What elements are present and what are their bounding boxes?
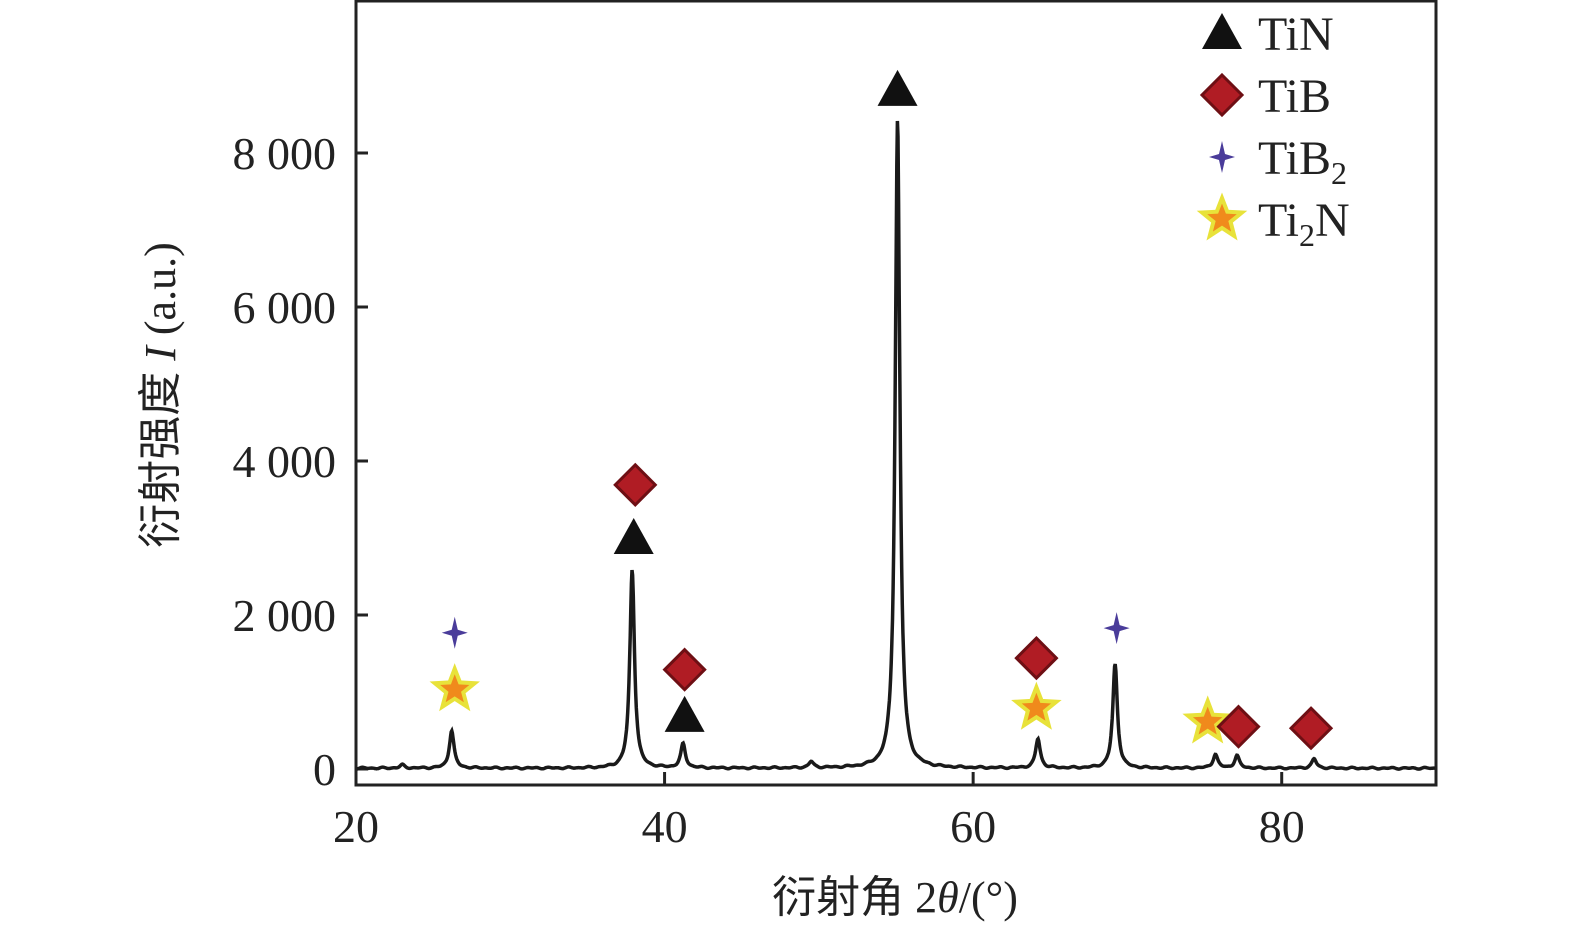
legend-triangle-icon (1202, 13, 1242, 49)
triangle-marker-tin (664, 695, 705, 732)
legend-label-subscript: 2 (1299, 217, 1315, 253)
triangle-marker-tin (877, 69, 918, 106)
legend-label-base: TiB (1258, 70, 1331, 123)
diamond-marker-tib (1014, 635, 1059, 681)
x-axis-label: 衍射角 2θ/(°) (772, 873, 1018, 922)
legend-label-tin: TiN (1258, 8, 1334, 61)
diamond-marker-tib (1288, 706, 1334, 751)
x-tick-label: 40 (642, 801, 688, 852)
diamond-marker-tib (1216, 704, 1261, 749)
diamond-marker-tib (662, 647, 707, 692)
legend-diamond-icon (1199, 72, 1245, 118)
star-marker-ti2n (1011, 681, 1062, 730)
legend-label-base: TiN (1258, 8, 1334, 61)
legend-star-icon (1196, 192, 1248, 241)
legend-label-subscript: 2 (1331, 155, 1347, 191)
x-tick-label: 60 (950, 801, 996, 852)
x-tick-label: 80 (1259, 801, 1305, 852)
legend-plus-icon (1209, 141, 1235, 173)
y-tick-label: 6 000 (233, 282, 337, 333)
triangle-marker-tin (613, 518, 654, 554)
y-tick-label: 2 000 (233, 590, 337, 641)
legend-label-ti2n: Ti2N (1258, 194, 1350, 253)
diamond-marker-tib (613, 462, 658, 507)
legend-label-tail: N (1315, 194, 1350, 247)
plus-marker-tib2 (441, 616, 468, 649)
legend-label-base: TiB (1258, 132, 1331, 185)
star-marker-ti2n (1182, 695, 1233, 744)
y-tick-label: 4 000 (233, 436, 337, 487)
xrd-pattern-line (356, 120, 1436, 771)
y-axis-label: 衍射强度 I (a.u.) (136, 242, 185, 548)
y-tick-label: 0 (313, 744, 336, 795)
star-marker-ti2n (429, 663, 480, 712)
legend-label-base: Ti (1258, 194, 1299, 247)
y-tick-label: 8 000 (233, 128, 337, 179)
legend-label-tib: TiB (1258, 70, 1331, 123)
plot-frame (354, 0, 1438, 787)
plus-marker-tib2 (1103, 612, 1130, 645)
x-tick-label: 20 (333, 801, 379, 852)
legend-label-tib2: TiB2 (1258, 132, 1347, 191)
